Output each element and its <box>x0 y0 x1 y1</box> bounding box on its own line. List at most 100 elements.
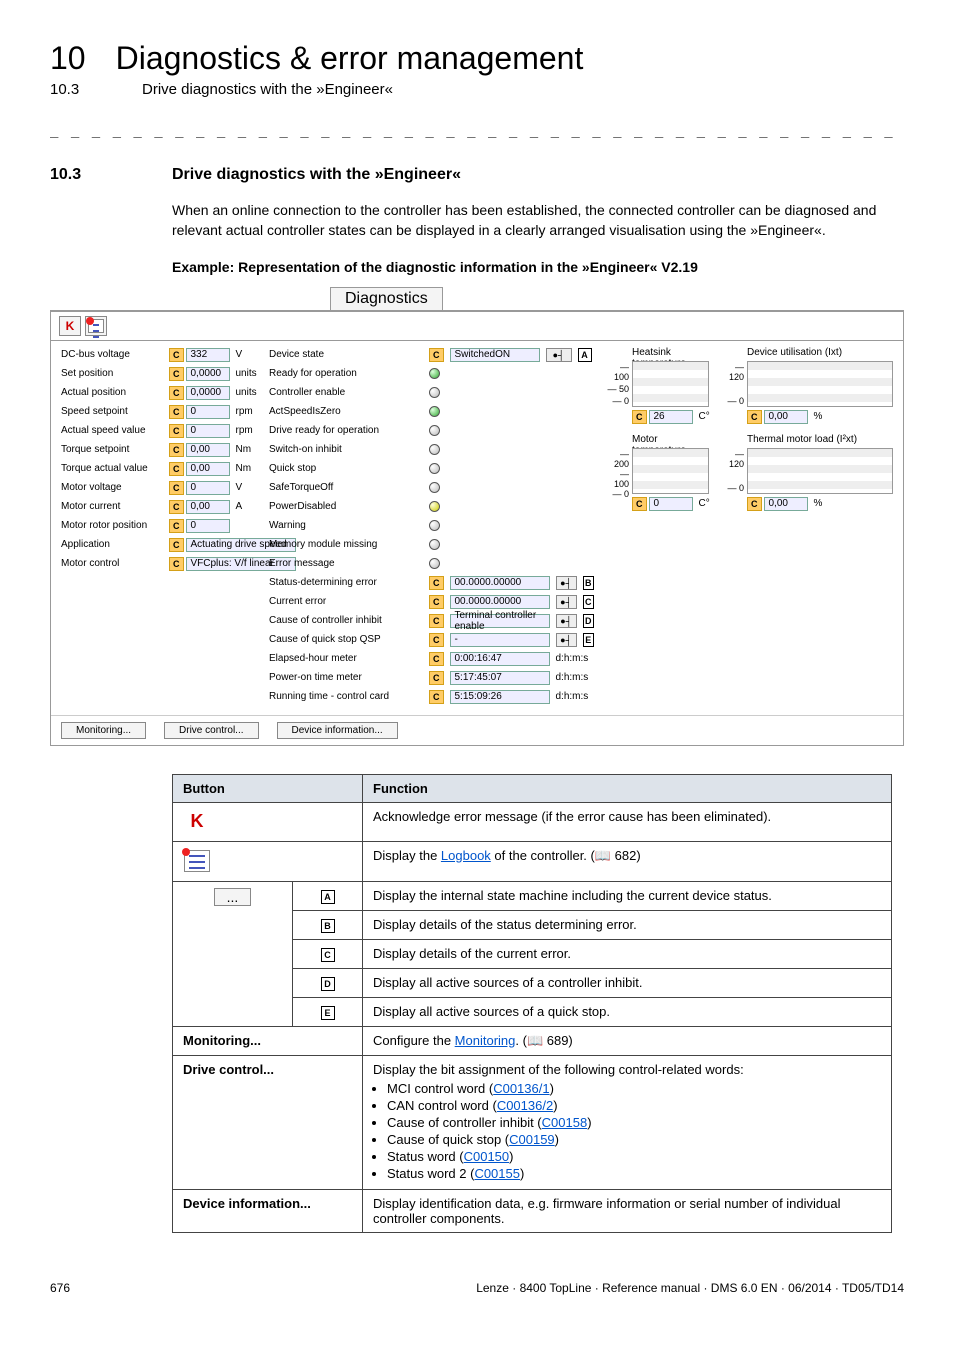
diag-state-label: Memory module missing <box>269 537 419 553</box>
section-number: 10.3 <box>50 166 172 184</box>
drive-control-item: CAN control word (C00136/2) <box>387 1098 881 1113</box>
diag-state-label: ActSpeedIsZero <box>269 404 419 420</box>
diag-left-label: Set position <box>61 366 159 382</box>
diag-state-label: Device state <box>269 347 419 363</box>
diag-bottom-button[interactable]: Device information... <box>277 722 398 739</box>
logbook-link[interactable]: Logbook <box>441 848 491 863</box>
state-label-col: Device stateReady for operationControlle… <box>269 347 419 705</box>
meter: Heatsink temperature— 100— 50— 0C26C° <box>604 347 709 425</box>
diag-err-value: C5:17:45:07d:h:m:s <box>429 670 594 686</box>
chapter-title: Diagnostics & error management <box>116 40 584 77</box>
example-caption: Example: Representation of the diagnosti… <box>172 259 904 275</box>
ack-error-button-icon[interactable]: K <box>183 809 211 835</box>
diagnostics-screenshot: Diagnostics K DC-bus voltage Set position… <box>50 287 904 746</box>
diag-err-label: Current error <box>269 594 419 610</box>
footer-page: 676 <box>50 1281 70 1295</box>
drive-control-item: Cause of quick stop (C00159) <box>387 1132 881 1147</box>
diag-state-value <box>429 404 594 420</box>
diag-state-value <box>429 461 594 477</box>
state-value-col: CSwitchedON●┤A C00.0000.00000●┤B C00.0000.… <box>429 347 594 705</box>
diag-state-value <box>429 518 594 534</box>
diag-err-label: Running time - control card <box>269 689 419 705</box>
section-title: Drive diagnostics with the »Engineer« <box>172 166 461 184</box>
diag-left-value: C0,00Nm <box>169 442 259 458</box>
diag-err-label: Cause of controller inhibit <box>269 613 419 629</box>
meters-col-2: Device utilisation (Ixt)— 120— 0C0,00%Th… <box>719 347 893 705</box>
section-paragraph: When an online connection to the control… <box>172 200 904 241</box>
diag-err-label: Cause of quick stop QSP <box>269 632 419 648</box>
diag-state-value: CSwitchedON●┤A <box>429 347 594 363</box>
diag-left-value: C0,0000units <box>169 385 259 401</box>
subsection-title: Drive diagnostics with the »Engineer« <box>142 81 393 98</box>
th-button: Button <box>173 774 363 802</box>
letter-a: A <box>321 890 335 904</box>
diag-state-value <box>429 366 594 382</box>
logbook-desc: Display the Logbook of the controller. (… <box>363 841 892 881</box>
code-link[interactable]: C00158 <box>542 1115 588 1130</box>
code-link[interactable]: C00155 <box>474 1166 520 1181</box>
diag-state-label: Switch-on inhibit <box>269 442 419 458</box>
diag-state-value <box>429 537 594 553</box>
meter: Motor temperature— 200— 100— 0C0C° <box>604 434 709 512</box>
diag-left-label: Motor voltage <box>61 480 159 496</box>
row-c-desc: Display details of the current error. <box>363 939 892 968</box>
code-link[interactable]: C00150 <box>464 1149 510 1164</box>
diag-state-value <box>429 423 594 439</box>
diag-left-value: C0V <box>169 480 259 496</box>
row-e-desc: Display all active sources of a quick st… <box>363 997 892 1026</box>
diag-bottom-button[interactable]: Drive control... <box>164 722 258 739</box>
diag-bottom-button[interactable]: Monitoring... <box>61 722 146 739</box>
diag-state-value <box>429 556 594 572</box>
diag-err-label: Elapsed-hour meter <box>269 651 419 667</box>
diag-state-label: Error message <box>269 556 419 572</box>
diag-err-value: C00.0000.00000●┤B <box>429 575 594 591</box>
code-link[interactable]: C00136/1 <box>493 1081 549 1096</box>
subsection-number: 10.3 <box>50 81 142 98</box>
th-function: Function <box>363 774 892 802</box>
code-link[interactable]: C00136/2 <box>497 1098 553 1113</box>
footer-doc: Lenze · 8400 TopLine · Reference manual … <box>476 1281 904 1295</box>
diag-left-label: Speed setpoint <box>61 404 159 420</box>
diag-left-label: DC-bus voltage <box>61 347 159 363</box>
diag-state-label: Ready for operation <box>269 366 419 382</box>
drive-control-label: Drive control... <box>173 1055 363 1189</box>
letter-d: D <box>321 977 335 991</box>
monitoring-link[interactable]: Monitoring <box>455 1033 516 1048</box>
diagnostics-tab[interactable]: Diagnostics <box>330 287 443 310</box>
left-label-col: DC-bus voltage Set position Actual positio… <box>61 347 159 705</box>
code-link[interactable]: C00159 <box>509 1132 555 1147</box>
diag-err-value: C-●┤E <box>429 632 594 648</box>
diag-left-value: C0rpm <box>169 404 259 420</box>
letter-e: E <box>321 1006 335 1020</box>
row-a-desc: Display the internal state machine inclu… <box>363 881 892 910</box>
details-button[interactable]: ... <box>214 888 252 906</box>
diag-err-value: C0:00:16:47d:h:m:s <box>429 651 594 667</box>
diag-state-value <box>429 499 594 515</box>
diag-left-value: CActuating drive speed <box>169 537 259 553</box>
diag-left-label: Actual position <box>61 385 159 401</box>
diag-state-value <box>429 480 594 496</box>
row-d-desc: Display all active sources of a controll… <box>363 968 892 997</box>
ack-error-desc: Acknowledge error message (if the error … <box>363 802 892 841</box>
left-value-col: C332VC0,0000unitsC0,0000unitsC0rpmC0rpmC… <box>169 347 259 705</box>
diag-state-value <box>429 385 594 401</box>
diag-left-value: C332V <box>169 347 259 363</box>
drive-control-desc: Display the bit assignment of the follow… <box>363 1055 892 1189</box>
diag-err-value: C5:15:09:26d:h:m:s <box>429 689 594 705</box>
diag-left-label: Actual speed value <box>61 423 159 439</box>
monitoring-desc: Configure the Monitoring. (📖 689) <box>363 1026 892 1055</box>
diag-err-label: Power-on time meter <box>269 670 419 686</box>
diag-left-value: CVFCplus: V/f linear <box>169 556 259 572</box>
diag-state-label: Warning <box>269 518 419 534</box>
drive-control-item: MCI control word (C00136/1) <box>387 1081 881 1096</box>
diag-state-label: SafeTorqueOff <box>269 480 419 496</box>
diag-err-value: C00.0000.00000●┤C <box>429 594 594 610</box>
logbook-toolbar-icon[interactable] <box>85 316 107 336</box>
monitoring-label: Monitoring... <box>173 1026 363 1055</box>
diag-left-label: Motor control <box>61 556 159 572</box>
diagnostics-button-row: Monitoring... Drive control... Device info… <box>51 715 903 745</box>
logbook-button-icon[interactable] <box>183 848 211 874</box>
device-info-label: Device information... <box>173 1189 363 1232</box>
diag-state-label: PowerDisabled <box>269 499 419 515</box>
ack-error-icon[interactable]: K <box>59 316 81 336</box>
